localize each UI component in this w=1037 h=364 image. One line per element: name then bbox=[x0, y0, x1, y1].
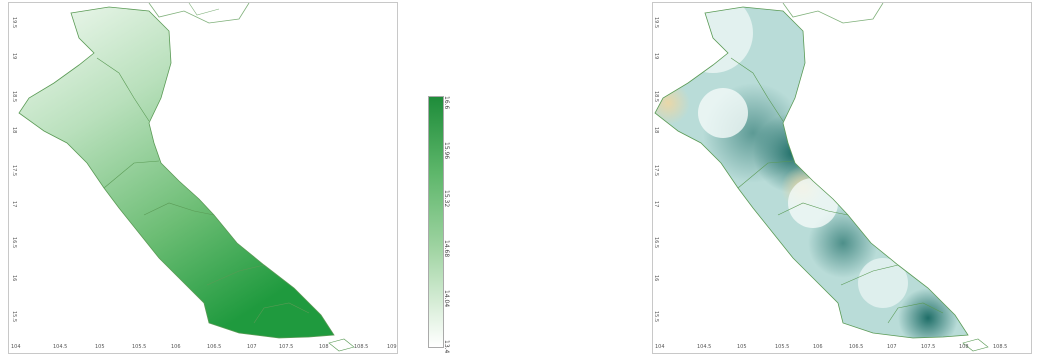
y-tick: 18.5 bbox=[653, 91, 659, 103]
x-tick: 108.5 bbox=[354, 344, 369, 350]
x-tick: 107 bbox=[887, 344, 897, 350]
left-map-panel: 19.5 19 18.5 18 17.5 17 16.5 16 15.5 104… bbox=[8, 2, 398, 354]
island-outline bbox=[328, 338, 355, 352]
x-tick: 106.5 bbox=[207, 344, 222, 350]
x-tick: 106.5 bbox=[849, 344, 864, 350]
y-tick: 16 bbox=[653, 275, 659, 282]
x-tick: 108 bbox=[319, 344, 329, 350]
x-tick: 104.5 bbox=[53, 344, 68, 350]
district-boundary-5 bbox=[887, 302, 944, 324]
district-boundary-4 bbox=[840, 264, 899, 286]
y-tick: 16 bbox=[11, 275, 17, 282]
colorbar-tick: 16.6 bbox=[443, 96, 450, 110]
y-tick: 18.5 bbox=[11, 91, 17, 103]
left-map-svg bbox=[18, 3, 355, 352]
colorbar-tick: 15.96 bbox=[443, 142, 450, 160]
anomaly-surface bbox=[655, 7, 968, 338]
right-map-panel: 19.5 19 18.5 18 17.5 17 16.5 16 15.5 104… bbox=[652, 2, 1032, 354]
y-tick: 18 bbox=[11, 127, 17, 134]
x-tick: 106 bbox=[813, 344, 823, 350]
district-boundary-2 bbox=[103, 160, 160, 189]
y-tick: 17.5 bbox=[653, 165, 659, 177]
district-boundary-2 bbox=[737, 160, 794, 189]
province-shape bbox=[654, 6, 969, 339]
district-boundary-5 bbox=[253, 302, 310, 324]
colorbar-tick: 15.32 bbox=[443, 190, 450, 208]
y-tick: 16.5 bbox=[11, 237, 17, 249]
y-tick: 15.5 bbox=[653, 311, 659, 323]
colorbar-tick: 13.4 bbox=[443, 340, 450, 354]
x-tick: 108.5 bbox=[993, 344, 1008, 350]
colorbar bbox=[428, 96, 444, 348]
y-tick: 19.5 bbox=[653, 17, 659, 29]
y-tick: 17 bbox=[11, 201, 17, 208]
y-tick: 16.5 bbox=[653, 237, 659, 249]
x-tick: 105.5 bbox=[132, 344, 147, 350]
x-tick: 104 bbox=[655, 344, 665, 350]
y-tick: 19.5 bbox=[11, 17, 17, 29]
y-tick: 19 bbox=[653, 53, 659, 60]
x-tick: 108 bbox=[959, 344, 969, 350]
x-tick: 104.5 bbox=[697, 344, 712, 350]
x-tick: 107 bbox=[247, 344, 257, 350]
x-tick: 107.5 bbox=[279, 344, 294, 350]
y-tick: 17.5 bbox=[11, 165, 17, 177]
colorbar-tick: 14.68 bbox=[443, 240, 450, 258]
x-tick: 109 bbox=[387, 344, 397, 350]
district-boundary-1 bbox=[730, 57, 784, 122]
x-tick: 107.5 bbox=[921, 344, 936, 350]
right-map-svg bbox=[654, 3, 989, 352]
x-tick: 105.5 bbox=[775, 344, 790, 350]
y-tick: 19 bbox=[11, 53, 17, 60]
colorbar-tick: 14.04 bbox=[443, 290, 450, 308]
x-tick: 104 bbox=[11, 344, 21, 350]
y-tick: 17 bbox=[653, 201, 659, 208]
y-tick: 15.5 bbox=[11, 311, 17, 323]
x-tick: 105 bbox=[95, 344, 105, 350]
neighbor-border-top bbox=[782, 3, 884, 24]
province-shape bbox=[18, 6, 335, 339]
district-boundary-1 bbox=[96, 57, 150, 122]
district-boundary-3 bbox=[143, 202, 215, 216]
district-boundary-4 bbox=[206, 264, 265, 286]
y-tick: 18 bbox=[653, 127, 659, 134]
island-outline bbox=[962, 338, 989, 352]
x-tick: 105 bbox=[737, 344, 747, 350]
x-tick: 106 bbox=[171, 344, 181, 350]
district-boundary-3 bbox=[777, 202, 849, 216]
neighbor-border-top-2 bbox=[188, 3, 220, 16]
neighbor-border-top bbox=[148, 3, 250, 24]
